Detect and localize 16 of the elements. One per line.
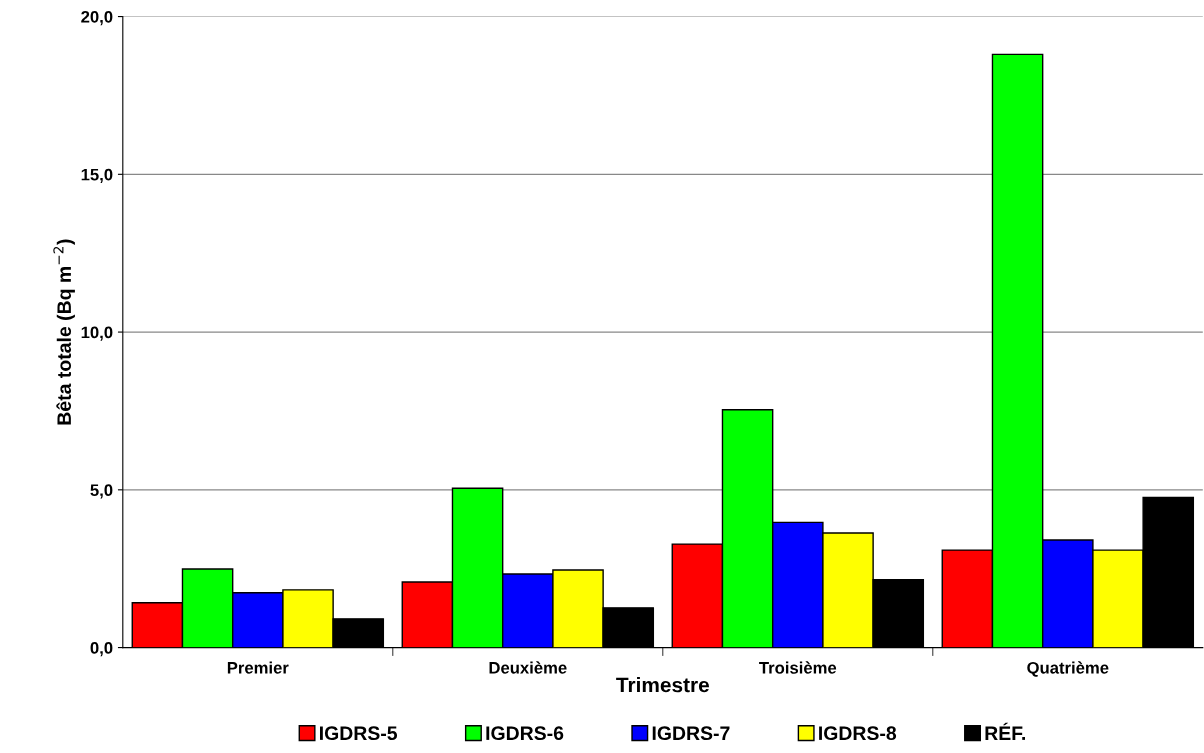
- x-tick-label: Quatrième: [1027, 661, 1109, 677]
- legend-label: IGDRS-8: [819, 726, 897, 741]
- x-tick-label: Premier: [227, 661, 289, 674]
- legend-label: IGDRS-5: [320, 726, 398, 741]
- legend-label: IGDRS-6: [486, 726, 564, 741]
- y-tick-label: 0,0: [90, 641, 113, 657]
- x-tick-label: Deuxième: [489, 661, 567, 674]
- y-tick-label: 20,0: [81, 10, 113, 26]
- legend-label: IGDRS-7: [652, 726, 730, 741]
- x-tick-label: Troisième: [759, 661, 837, 674]
- y-tick-label: 5,0: [90, 484, 113, 499]
- y-tick-label: 15,0: [81, 168, 113, 183]
- x-axis-title: Trimestre: [616, 677, 709, 693]
- y-tick-label: 10,0: [81, 326, 113, 341]
- y-axis-title: Bêta totale (Bq m$^{−2}$): [53, 239, 75, 425]
- legend-label: RÉF.: [985, 722, 1025, 740]
